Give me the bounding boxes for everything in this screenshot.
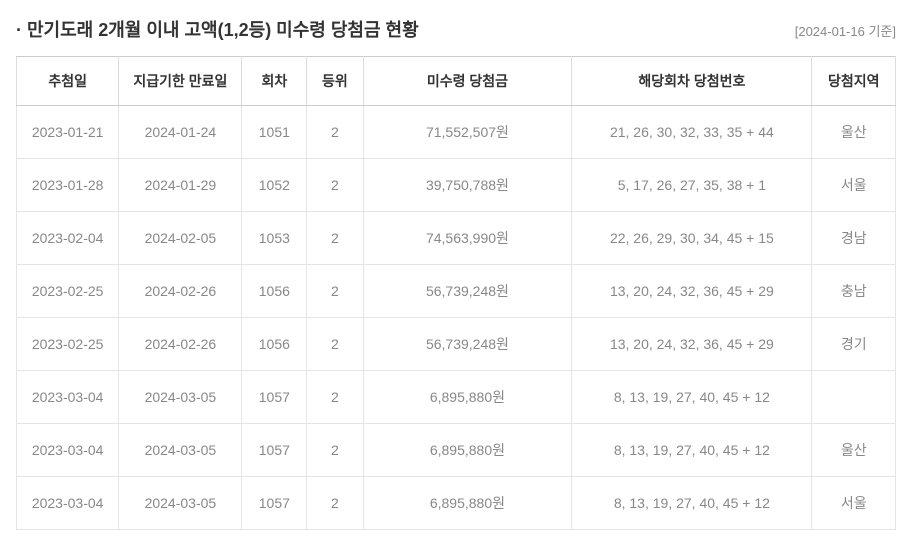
cell-expiry: 2024-02-26 <box>119 265 242 318</box>
cell-rank: 2 <box>307 212 363 265</box>
cell-expiry: 2024-02-05 <box>119 212 242 265</box>
cell-round: 1056 <box>242 265 307 318</box>
col-amount: 미수령 당첨금 <box>363 57 572 106</box>
cell-expiry: 2024-02-26 <box>119 318 242 371</box>
cell-region: 울산 <box>812 106 896 159</box>
col-draw-date: 추첨일 <box>17 57 119 106</box>
cell-amount: 56,739,248원 <box>363 265 572 318</box>
col-numbers: 해당회차 당첨번호 <box>572 57 812 106</box>
cell-amount: 6,895,880원 <box>363 477 572 530</box>
cell-drawDate: 2023-03-04 <box>17 371 119 424</box>
cell-numbers: 21, 26, 30, 32, 33, 35 + 44 <box>572 106 812 159</box>
cell-round: 1053 <box>242 212 307 265</box>
cell-drawDate: 2023-02-04 <box>17 212 119 265</box>
unclaimed-table: 추첨일 지급기한 만료일 회차 등위 미수령 당첨금 해당회차 당첨번호 당첨지… <box>16 56 896 530</box>
cell-rank: 2 <box>307 159 363 212</box>
cell-numbers: 8, 13, 19, 27, 40, 45 + 12 <box>572 477 812 530</box>
table-row: 2023-01-282024-01-291052239,750,788원5, 1… <box>17 159 896 212</box>
cell-amount: 74,563,990원 <box>363 212 572 265</box>
cell-region: 울산 <box>812 424 896 477</box>
cell-region: 서울 <box>812 477 896 530</box>
header: 만기도래 2개월 이내 고액(1,2등) 미수령 당첨금 현황 [2024-01… <box>16 16 896 42</box>
cell-drawDate: 2023-03-04 <box>17 424 119 477</box>
cell-rank: 2 <box>307 318 363 371</box>
cell-amount: 71,552,507원 <box>363 106 572 159</box>
cell-drawDate: 2023-01-21 <box>17 106 119 159</box>
cell-round: 1056 <box>242 318 307 371</box>
table-row: 2023-03-042024-03-05105726,895,880원8, 13… <box>17 477 896 530</box>
cell-drawDate: 2023-01-28 <box>17 159 119 212</box>
cell-amount: 39,750,788원 <box>363 159 572 212</box>
cell-numbers: 13, 20, 24, 32, 36, 45 + 29 <box>572 265 812 318</box>
table-row: 2023-03-042024-03-05105726,895,880원8, 13… <box>17 424 896 477</box>
col-rank: 등위 <box>307 57 363 106</box>
as-of-date: [2024-01-16 기준] <box>795 21 896 40</box>
cell-region: 서울 <box>812 159 896 212</box>
cell-drawDate: 2023-02-25 <box>17 318 119 371</box>
cell-rank: 2 <box>307 424 363 477</box>
cell-expiry: 2024-01-24 <box>119 106 242 159</box>
cell-expiry: 2024-03-05 <box>119 477 242 530</box>
cell-round: 1057 <box>242 477 307 530</box>
cell-region: 경남 <box>812 212 896 265</box>
cell-numbers: 22, 26, 29, 30, 34, 45 + 15 <box>572 212 812 265</box>
header-row: 추첨일 지급기한 만료일 회차 등위 미수령 당첨금 해당회차 당첨번호 당첨지… <box>17 57 896 106</box>
page-title: 만기도래 2개월 이내 고액(1,2등) 미수령 당첨금 현황 <box>16 16 419 42</box>
cell-amount: 6,895,880원 <box>363 424 572 477</box>
cell-region: 충남 <box>812 265 896 318</box>
cell-numbers: 5, 17, 26, 27, 35, 38 + 1 <box>572 159 812 212</box>
cell-region: 경기 <box>812 318 896 371</box>
cell-rank: 2 <box>307 477 363 530</box>
col-expiry: 지급기한 만료일 <box>119 57 242 106</box>
cell-round: 1051 <box>242 106 307 159</box>
cell-rank: 2 <box>307 106 363 159</box>
cell-round: 1057 <box>242 371 307 424</box>
cell-rank: 2 <box>307 371 363 424</box>
col-round: 회차 <box>242 57 307 106</box>
cell-expiry: 2024-01-29 <box>119 159 242 212</box>
cell-amount: 6,895,880원 <box>363 371 572 424</box>
cell-amount: 56,739,248원 <box>363 318 572 371</box>
cell-round: 1057 <box>242 424 307 477</box>
table-row: 2023-01-212024-01-241051271,552,507원21, … <box>17 106 896 159</box>
cell-numbers: 8, 13, 19, 27, 40, 45 + 12 <box>572 371 812 424</box>
table-row: 2023-02-252024-02-261056256,739,248원13, … <box>17 265 896 318</box>
cell-expiry: 2024-03-05 <box>119 424 242 477</box>
col-region: 당첨지역 <box>812 57 896 106</box>
table-row: 2023-02-042024-02-051053274,563,990원22, … <box>17 212 896 265</box>
cell-numbers: 8, 13, 19, 27, 40, 45 + 12 <box>572 424 812 477</box>
cell-region <box>812 371 896 424</box>
table-row: 2023-03-042024-03-05105726,895,880원8, 13… <box>17 371 896 424</box>
cell-rank: 2 <box>307 265 363 318</box>
cell-expiry: 2024-03-05 <box>119 371 242 424</box>
cell-drawDate: 2023-02-25 <box>17 265 119 318</box>
cell-numbers: 13, 20, 24, 32, 36, 45 + 29 <box>572 318 812 371</box>
table-body: 2023-01-212024-01-241051271,552,507원21, … <box>17 106 896 530</box>
cell-round: 1052 <box>242 159 307 212</box>
table-row: 2023-02-252024-02-261056256,739,248원13, … <box>17 318 896 371</box>
cell-drawDate: 2023-03-04 <box>17 477 119 530</box>
